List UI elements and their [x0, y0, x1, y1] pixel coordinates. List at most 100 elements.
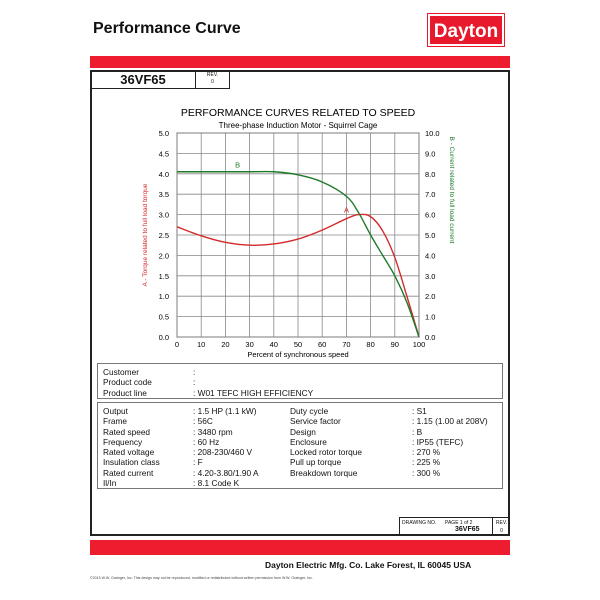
y-right-tick-label: 4.0: [425, 251, 435, 260]
field-label: Customer: [103, 367, 139, 377]
x-tick-label: 100: [413, 340, 426, 349]
spec-row: Frequency : 60 Hz Enclosure : IP55 (TEFC): [103, 437, 497, 447]
drawing-rev: REV. 0: [492, 518, 510, 535]
spec-value: : S1: [412, 406, 427, 416]
spec-label: Service factor: [290, 416, 341, 427]
series-A-label: A: [344, 206, 349, 215]
y-left-tick-label: 3.5: [159, 190, 169, 199]
y-right-tick-label: 2.0: [425, 292, 435, 301]
x-tick-label: 70: [342, 340, 350, 349]
spec-value: : 3480 rpm: [193, 426, 233, 437]
spec-label: Enclosure: [290, 436, 327, 447]
series-A-line: [176, 213, 420, 338]
spec-value: : 60 Hz: [193, 436, 220, 447]
spec-row: Insulation class : F Pull up torque : 225 %: [103, 457, 497, 467]
spec-label: Il/In: [103, 478, 117, 489]
y-right-tick-label: 7.0: [425, 190, 435, 199]
field-value: :: [193, 367, 196, 377]
spec-value: : 4.20-3.80/1.90 A: [193, 467, 259, 478]
spec-value: : 1.5 HP (1.1 kW): [193, 406, 257, 416]
spec-label: Rated voltage: [103, 447, 155, 458]
spec-value: : 225 %: [412, 457, 441, 468]
customer-row: Customer:: [103, 367, 497, 377]
rev-label: REV.: [206, 72, 219, 78]
y-right-tick-label: 3.0: [425, 272, 435, 281]
drawing-number-block: DRAWING NO. PAGE 1 of 2 36VF65 REV. 0: [399, 517, 510, 536]
field-value: : W01 TEFC HIGH EFFICIENCY: [193, 387, 314, 398]
series-B-line: [176, 170, 420, 338]
spec-value: : B: [412, 426, 423, 437]
customer-box: Customer: Product code: Product line: W01 …: [97, 363, 503, 399]
spec-row: Frame: 56C Service factor: 1.15 (1.00 at …: [103, 416, 497, 426]
rev-cell: REV. 0: [195, 70, 230, 89]
x-tick-label: 60: [318, 340, 326, 349]
left-axis-label: A - Torque related to full load torque: [142, 183, 149, 286]
spec-value: : IP55 (TEFC): [412, 436, 464, 447]
dayton-logo: Dayton: [427, 13, 505, 47]
y-left-tick-label: 3.0: [159, 211, 169, 220]
spec-row: Rated voltage : 208-230/460 V Locked rotor…: [103, 447, 497, 457]
y-left-tick-label: 0.0: [159, 333, 169, 342]
spec-label: Rated speed: [103, 426, 151, 437]
y-right-tick-label: 10.0: [425, 129, 440, 138]
spec-label: Design: [290, 426, 316, 437]
y-left-tick-label: 2.0: [159, 251, 169, 260]
spec-label: Rated current: [103, 467, 154, 478]
bottom-red-bar: [90, 540, 510, 555]
spec-label: Breakdown torque: [290, 467, 358, 478]
chart-subtitle: Three-phase Induction Motor - Squirrel C…: [219, 121, 378, 130]
spec-row: Il/In : 8.1 Code K: [103, 478, 497, 488]
copyright: ©2015 W.W. Grainger, Inc. This design ma…: [90, 576, 313, 580]
spec-label: Frequency: [103, 436, 143, 447]
x-tick-label: 0: [175, 340, 179, 349]
y-left-tick-label: 0.5: [159, 313, 169, 322]
drawing-number: 36VF65: [455, 526, 480, 533]
x-tick-label: 30: [245, 340, 253, 349]
spec-row: Rated speed : 3480 rpm Design : B: [103, 427, 497, 437]
x-tick-label: 10: [197, 340, 205, 349]
page-title: Performance Curve: [93, 20, 241, 37]
spec-value: : 56C: [193, 416, 213, 427]
drawing-rev-value: 0: [500, 528, 503, 534]
y-left-tick-label: 1.0: [159, 292, 169, 301]
y-left-tick-label: 4.5: [159, 149, 169, 158]
drawing-rev-label: REV.: [495, 520, 508, 526]
spec-value: : 8.1 Code K: [193, 478, 240, 489]
right-axis-label: B - Current related to full load current: [448, 137, 455, 244]
drawing-frame: [90, 70, 510, 536]
y-right-tick-label: 8.0: [425, 170, 435, 179]
x-tick-label: 50: [294, 340, 302, 349]
spec-label: Output: [103, 406, 128, 416]
chart-title: PERFORMANCE CURVES RELATED TO SPEED: [181, 107, 416, 119]
spec-value: : 300 %: [412, 467, 441, 478]
top-red-bar: [90, 56, 510, 68]
page-number: PAGE 1 of 2: [445, 520, 473, 526]
company-address: Dayton Electric Mfg. Co. Lake Forest, IL…: [265, 560, 472, 570]
spec-value: : 1.15 (1.00 at 208V): [412, 416, 488, 427]
spec-value: : 208-230/460 V: [193, 447, 253, 458]
specs-box: Output: 1.5 HP (1.1 kW) Duty cycle: S1 Fra…: [97, 402, 503, 489]
spec-label: Duty cycle: [290, 406, 329, 416]
y-right-tick-label: 5.0: [425, 231, 435, 240]
drawing-label: DRAWING NO.: [402, 520, 437, 526]
y-left-tick-label: 2.5: [159, 231, 169, 240]
customer-row: Product line: W01 TEFC HIGH EFFICIENCY: [103, 388, 497, 398]
x-tick-label: 20: [221, 340, 229, 349]
rev-value: 0: [211, 79, 214, 85]
x-axis-label: Percent of synchronous speed: [247, 350, 348, 359]
spec-row: Rated current : 4.20-3.80/1.90 A Breakdown…: [103, 468, 497, 478]
y-right-tick-label: 6.0: [425, 211, 435, 220]
field-value: :: [193, 377, 196, 388]
y-right-tick-label: 1.0: [425, 313, 435, 322]
field-label: Product code: [103, 377, 152, 388]
spec-value: : F: [193, 457, 203, 468]
spec-label: Pull up torque: [290, 457, 342, 468]
y-right-tick-label: 9.0: [425, 149, 435, 158]
spec-label: Locked rotor torque: [290, 447, 362, 458]
x-tick-label: 80: [366, 340, 374, 349]
customer-row: Product code:: [103, 377, 497, 387]
spec-label: [290, 478, 412, 488]
x-tick-label: 90: [391, 340, 399, 349]
spec-label: Insulation class: [103, 457, 160, 468]
y-right-tick-label: 0.0: [425, 333, 435, 342]
